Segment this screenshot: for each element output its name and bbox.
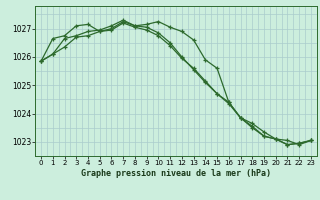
X-axis label: Graphe pression niveau de la mer (hPa): Graphe pression niveau de la mer (hPa) — [81, 169, 271, 178]
